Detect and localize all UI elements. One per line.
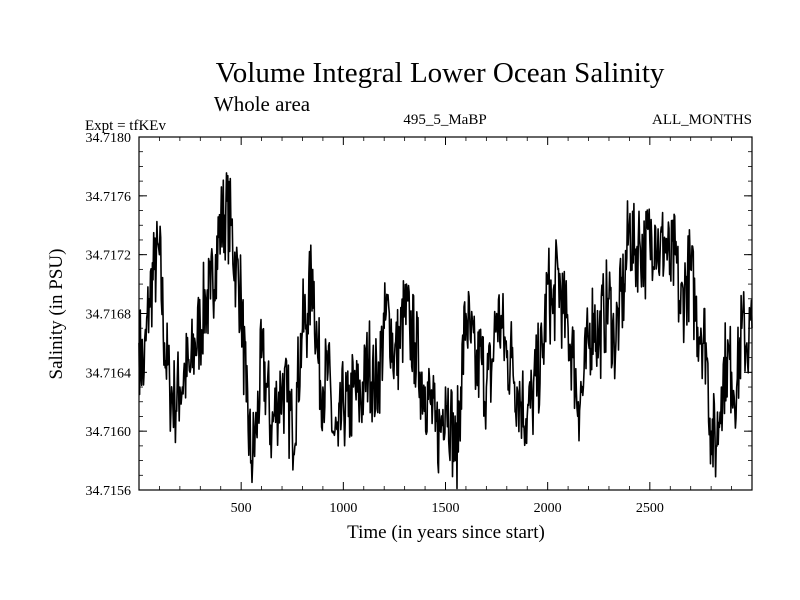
series-layer bbox=[138, 172, 753, 490]
y-tick-label: 34.7168 bbox=[86, 308, 132, 323]
y-tick-label: 34.7172 bbox=[86, 249, 132, 264]
annotation-period: 495_5_MaBP bbox=[403, 112, 486, 128]
x-tick-label: 1500 bbox=[432, 501, 460, 516]
series-line-0 bbox=[138, 172, 753, 490]
x-tick-label: 2000 bbox=[534, 501, 562, 516]
plot-area: 500 1000 1500 2000 2500 34.7156 34.7160 34.716… bbox=[86, 131, 753, 516]
x-tick-label: 500 bbox=[231, 501, 252, 516]
annotation-experiment: Expt = tfKEv bbox=[85, 118, 166, 134]
y-tick-label: 34.7160 bbox=[86, 425, 132, 440]
chart-title: Volume Integral Lower Ocean Salinity bbox=[216, 57, 665, 89]
x-axis: 500 1000 1500 2000 2500 bbox=[159, 137, 732, 516]
y-tick-label: 34.7164 bbox=[86, 366, 132, 381]
y-axis: 34.7156 34.7160 34.7164 34.7168 34.7172 34.71… bbox=[86, 131, 752, 499]
x-axis-label: Time (in years since start) bbox=[347, 522, 545, 543]
x-tick-label: 1000 bbox=[329, 501, 357, 516]
y-tick-label: 34.7156 bbox=[86, 484, 132, 499]
chart-subtitle: Whole area bbox=[214, 92, 311, 116]
y-tick-label: 34.7180 bbox=[86, 131, 132, 146]
annotation-months: ALL_MONTHS bbox=[652, 112, 752, 128]
y-tick-label: 34.7176 bbox=[86, 190, 132, 205]
x-tick-label: 2500 bbox=[636, 501, 664, 516]
y-axis-label: Salinity (in PSU) bbox=[46, 249, 67, 380]
